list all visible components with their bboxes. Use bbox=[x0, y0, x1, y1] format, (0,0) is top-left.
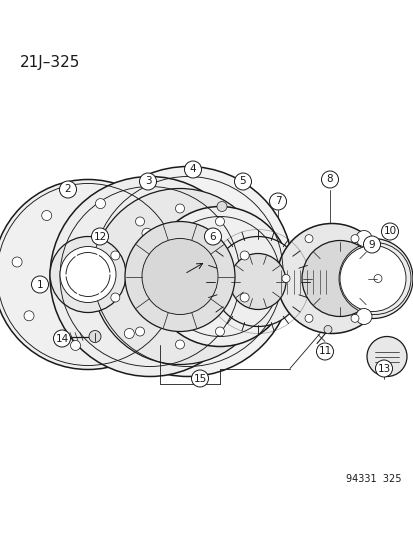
Circle shape bbox=[135, 217, 144, 226]
Text: 21J–325: 21J–325 bbox=[20, 54, 80, 69]
Text: 15: 15 bbox=[193, 374, 206, 384]
Circle shape bbox=[92, 189, 267, 365]
Circle shape bbox=[142, 238, 218, 314]
Circle shape bbox=[230, 254, 285, 310]
Circle shape bbox=[191, 370, 208, 387]
Text: 94331  325: 94331 325 bbox=[346, 474, 401, 484]
Circle shape bbox=[380, 223, 398, 240]
Text: 1: 1 bbox=[37, 279, 43, 289]
Circle shape bbox=[240, 251, 249, 260]
Circle shape bbox=[95, 199, 105, 208]
Circle shape bbox=[234, 173, 251, 190]
Circle shape bbox=[142, 228, 152, 238]
Circle shape bbox=[111, 251, 119, 260]
Circle shape bbox=[276, 223, 386, 334]
Circle shape bbox=[355, 309, 371, 325]
Text: 7: 7 bbox=[274, 197, 280, 206]
Text: 13: 13 bbox=[377, 364, 390, 374]
Circle shape bbox=[304, 314, 312, 322]
Circle shape bbox=[175, 340, 184, 349]
Circle shape bbox=[50, 176, 249, 376]
Bar bbox=[275, 270, 319, 294]
Text: 12: 12 bbox=[93, 231, 107, 241]
Circle shape bbox=[70, 341, 80, 350]
Text: 10: 10 bbox=[382, 227, 396, 237]
Circle shape bbox=[125, 222, 235, 332]
Circle shape bbox=[12, 257, 22, 267]
Circle shape bbox=[53, 330, 70, 347]
Text: 9: 9 bbox=[368, 239, 375, 249]
Text: 14: 14 bbox=[55, 334, 69, 343]
Circle shape bbox=[212, 237, 302, 327]
Circle shape bbox=[42, 211, 52, 221]
Circle shape bbox=[323, 326, 331, 334]
Circle shape bbox=[363, 236, 380, 253]
Circle shape bbox=[332, 238, 412, 319]
Circle shape bbox=[184, 161, 201, 178]
Text: 4: 4 bbox=[189, 165, 196, 174]
Circle shape bbox=[375, 360, 392, 377]
Circle shape bbox=[83, 166, 292, 376]
Circle shape bbox=[139, 173, 156, 190]
Circle shape bbox=[150, 206, 289, 346]
Circle shape bbox=[304, 235, 312, 243]
Text: 3: 3 bbox=[144, 176, 151, 187]
Circle shape bbox=[124, 328, 134, 338]
Circle shape bbox=[59, 181, 76, 198]
Circle shape bbox=[355, 230, 371, 246]
Circle shape bbox=[366, 336, 406, 376]
Circle shape bbox=[373, 274, 381, 282]
Circle shape bbox=[240, 293, 249, 302]
Circle shape bbox=[215, 327, 224, 336]
Circle shape bbox=[216, 201, 226, 212]
Text: 11: 11 bbox=[318, 346, 331, 357]
Circle shape bbox=[111, 293, 119, 302]
Circle shape bbox=[0, 180, 183, 369]
Circle shape bbox=[350, 235, 358, 243]
Circle shape bbox=[60, 246, 116, 303]
Circle shape bbox=[204, 228, 221, 245]
Text: 8: 8 bbox=[326, 174, 332, 184]
Circle shape bbox=[135, 327, 144, 336]
Circle shape bbox=[91, 228, 108, 245]
Circle shape bbox=[301, 240, 377, 317]
Circle shape bbox=[24, 311, 34, 321]
Text: 5: 5 bbox=[239, 176, 246, 187]
Circle shape bbox=[339, 246, 405, 311]
Circle shape bbox=[350, 314, 358, 322]
Circle shape bbox=[89, 330, 101, 343]
Circle shape bbox=[281, 274, 289, 282]
Text: 2: 2 bbox=[64, 184, 71, 195]
Circle shape bbox=[215, 217, 224, 226]
Circle shape bbox=[50, 237, 126, 312]
Circle shape bbox=[316, 343, 333, 360]
Circle shape bbox=[269, 193, 286, 210]
Circle shape bbox=[154, 282, 164, 292]
Text: 6: 6 bbox=[209, 231, 216, 241]
Circle shape bbox=[175, 204, 184, 213]
Circle shape bbox=[31, 276, 48, 293]
Circle shape bbox=[321, 171, 338, 188]
